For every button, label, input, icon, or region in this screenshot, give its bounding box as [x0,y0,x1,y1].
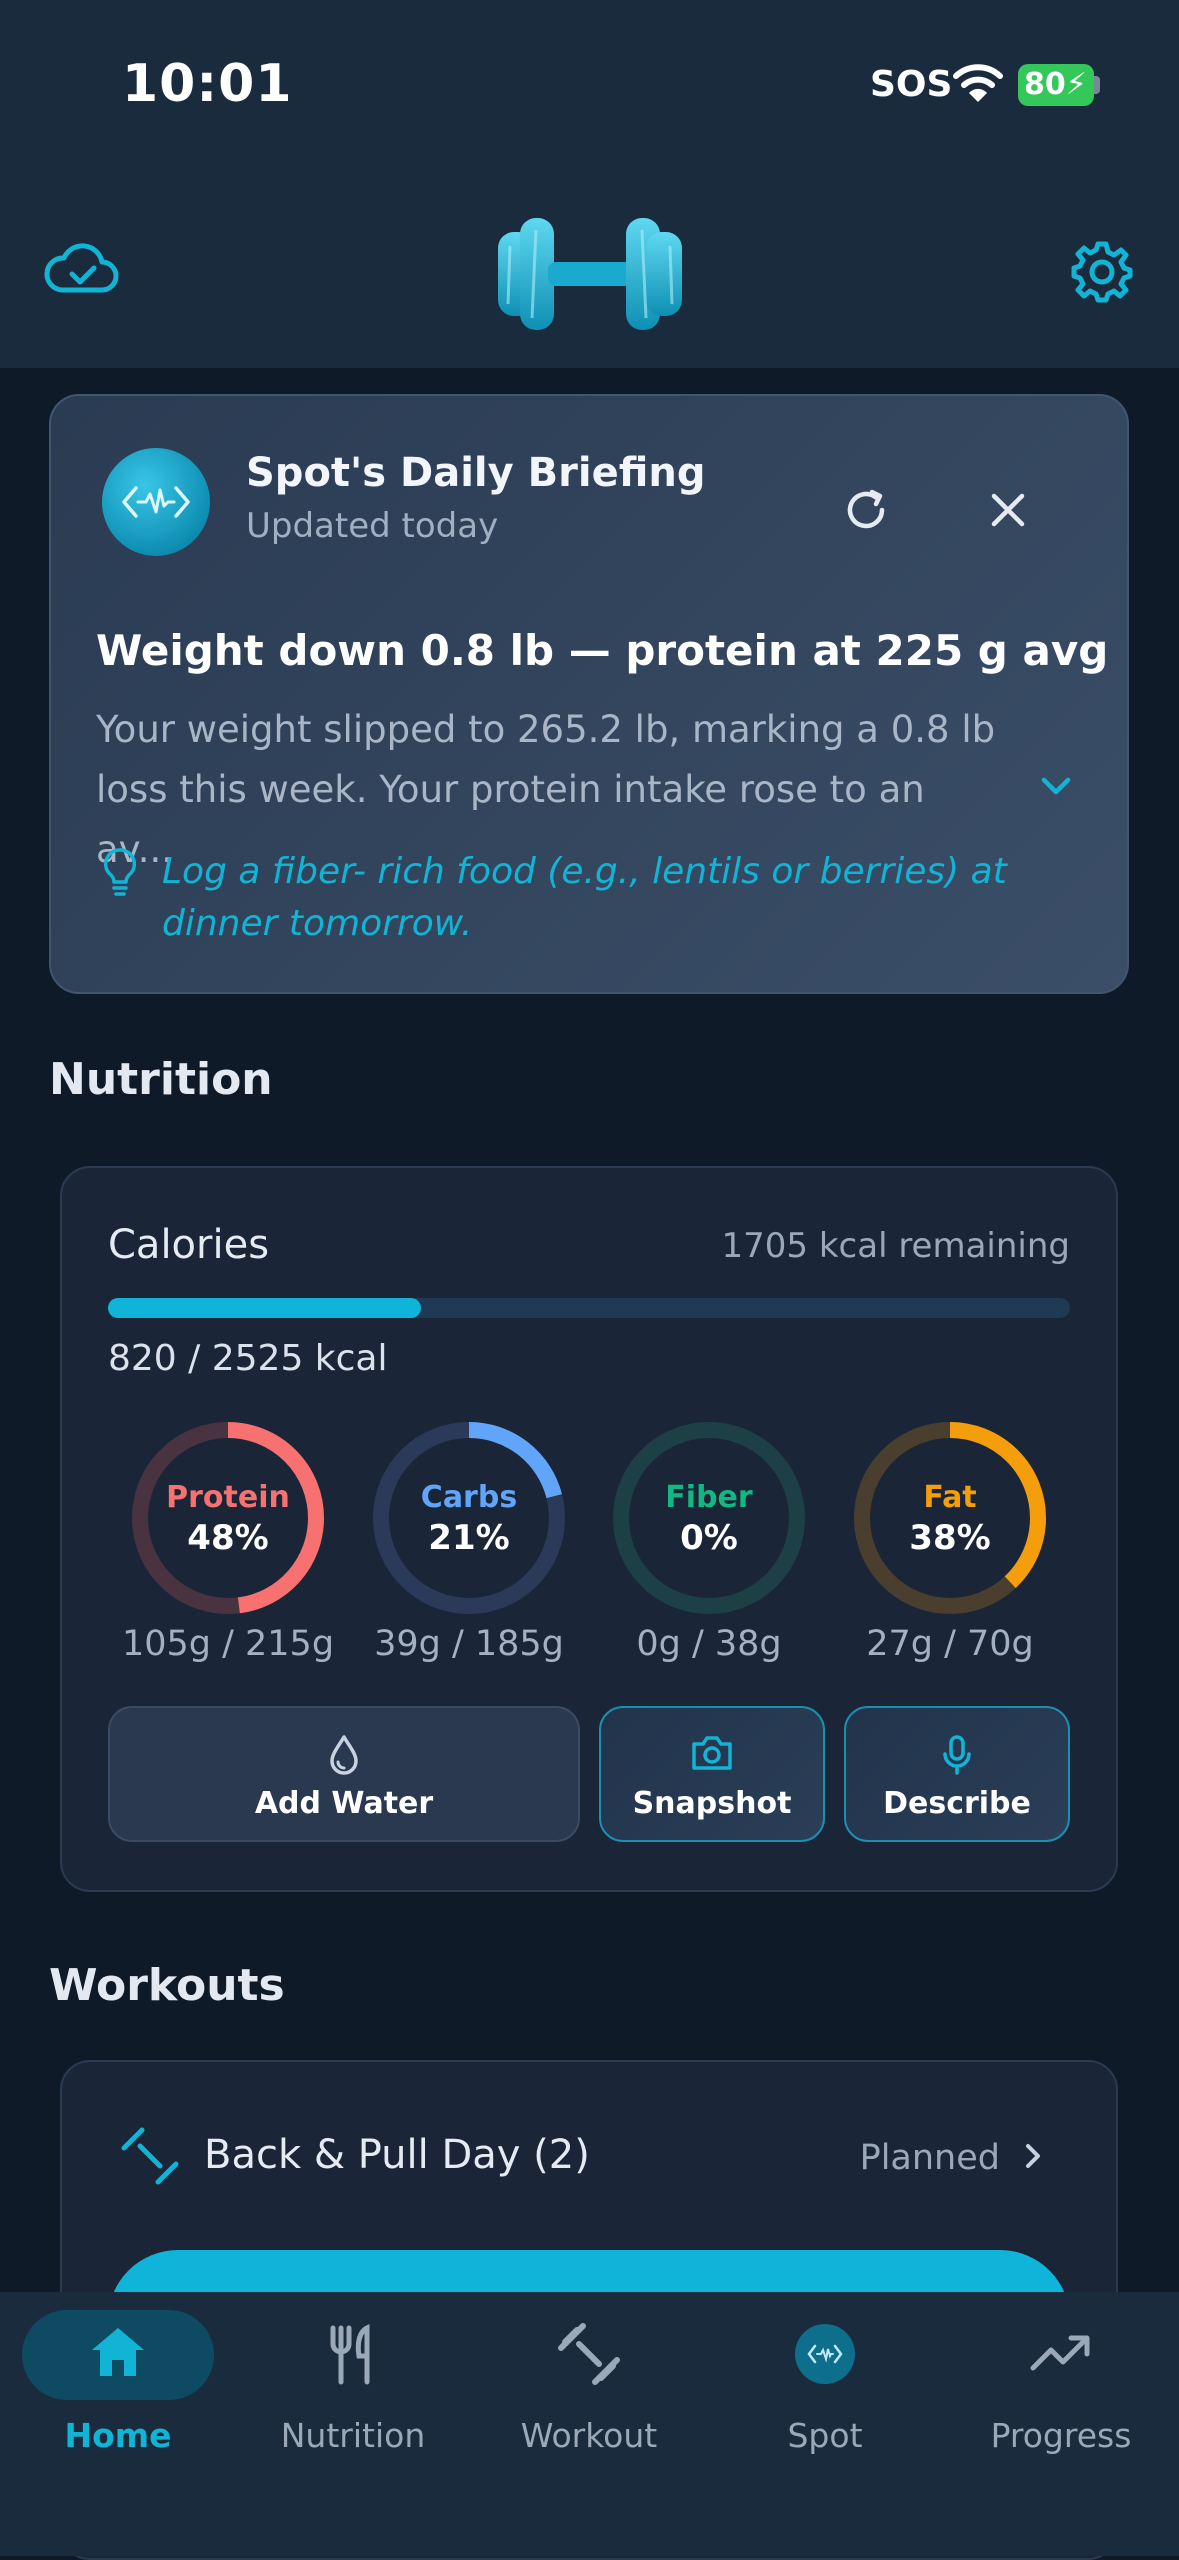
describe-button[interactable]: Describe [844,1706,1070,1842]
nav-item-home[interactable]: Home [0,2310,236,2460]
close-icon[interactable] [988,490,1028,534]
nav-label: Home [64,2416,172,2455]
macro-name: Fat [923,1480,977,1515]
microphone-icon [846,1734,1068,1780]
header-bar [0,0,1179,368]
macro-ring-fat: Fat 38% [850,1418,1050,1618]
battery-nub [1094,76,1100,94]
snapshot-button[interactable]: Snapshot [599,1706,825,1842]
expand-chevron-down-icon[interactable] [1038,774,1074,802]
nav-item-spot[interactable]: Spot [707,2310,943,2460]
nav-label: Workout [520,2416,658,2455]
briefing-headline: Weight down 0.8 lb — protein at 225 g av… [96,626,1109,675]
macro-ring-chart [613,1422,805,1614]
pulse-icon [122,486,190,518]
status-sos: SOS [870,64,953,105]
nav-label: Progress [990,2416,1132,2455]
macro-name: Protein [166,1480,290,1515]
nav-item-progress[interactable]: Progress [943,2310,1179,2460]
workouts-section-title: Workouts [49,1960,285,2011]
spot-avatar-icon [707,2322,943,2390]
calories-progress-fill [108,1298,421,1318]
spot-avatar [102,448,210,556]
macro-name: Carbs [420,1480,518,1515]
describe-label: Describe [883,1786,1031,1821]
snapshot-label: Snapshot [632,1786,792,1821]
nav-label: Nutrition [280,2416,426,2455]
chevron-right-icon [1022,2140,1046,2176]
add-water-button[interactable]: Add Water [108,1706,580,1842]
lightbulb-icon [100,846,140,902]
briefing-title: Spot's Daily Briefing [246,450,706,496]
daily-briefing-card [49,394,1129,994]
camera-icon [601,1734,823,1776]
macro-ring-chart [132,1422,324,1614]
calories-label: Calories [108,1222,270,1268]
macro-ring-chart [373,1422,565,1614]
macro-percent: 0% [680,1518,738,1558]
app-logo [494,212,686,340]
nav-item-workout[interactable]: Workout [471,2310,707,2460]
macro-amount: 39g / 185g [374,1624,564,1664]
calories-total: 820 / 2525 kcal [108,1338,388,1379]
macro-percent: 21% [428,1518,510,1558]
macro-amount: 0g / 38g [636,1624,782,1664]
refresh-icon[interactable] [842,486,890,538]
dumbbell-icon [120,2126,180,2190]
macro-ring-fiber: Fiber 0% [609,1418,809,1618]
cloud-check-icon[interactable] [44,240,120,300]
macro-ring-protein: Protein 48% [128,1418,328,1618]
briefing-updated: Updated today [246,506,499,546]
workout-title: Back & Pull Day (2) [204,2132,590,2178]
battery-indicator: 80⚡ [1018,64,1094,106]
calories-remaining: 1705 kcal remaining [721,1226,1070,1266]
settings-gear-icon[interactable] [1070,240,1134,308]
macro-percent: 48% [187,1518,269,1558]
dumbbell-icon [471,2322,707,2390]
nav-label: Spot [787,2416,863,2455]
water-drop-icon [110,1734,578,1780]
macro-amount: 27g / 70g [866,1624,1034,1664]
home-icon [0,2322,236,2386]
wifi-icon [952,62,1004,108]
fork-knife-icon [235,2322,471,2390]
briefing-body: Your weight slipped to 265.2 lb, marking… [96,708,996,871]
macro-ring-carbs: Carbs 21% [369,1418,569,1618]
workout-status: Planned [859,2138,1000,2178]
macro-ring-chart [854,1422,1046,1614]
nutrition-section-title: Nutrition [49,1054,273,1105]
status-time: 10:01 [122,54,293,114]
charging-icon: ⚡ [1065,67,1087,102]
macro-name: Fiber [665,1480,753,1515]
macro-percent: 38% [909,1518,991,1558]
battery-level: 80 [1024,67,1066,102]
nav-item-nutrition[interactable]: Nutrition [235,2310,471,2460]
macro-amount: 105g / 215g [121,1624,335,1664]
trend-up-icon [943,2322,1179,2390]
briefing-tip: Log a fiber- rich food (e.g., lentils or… [162,851,1007,944]
add-water-label: Add Water [254,1786,434,1821]
